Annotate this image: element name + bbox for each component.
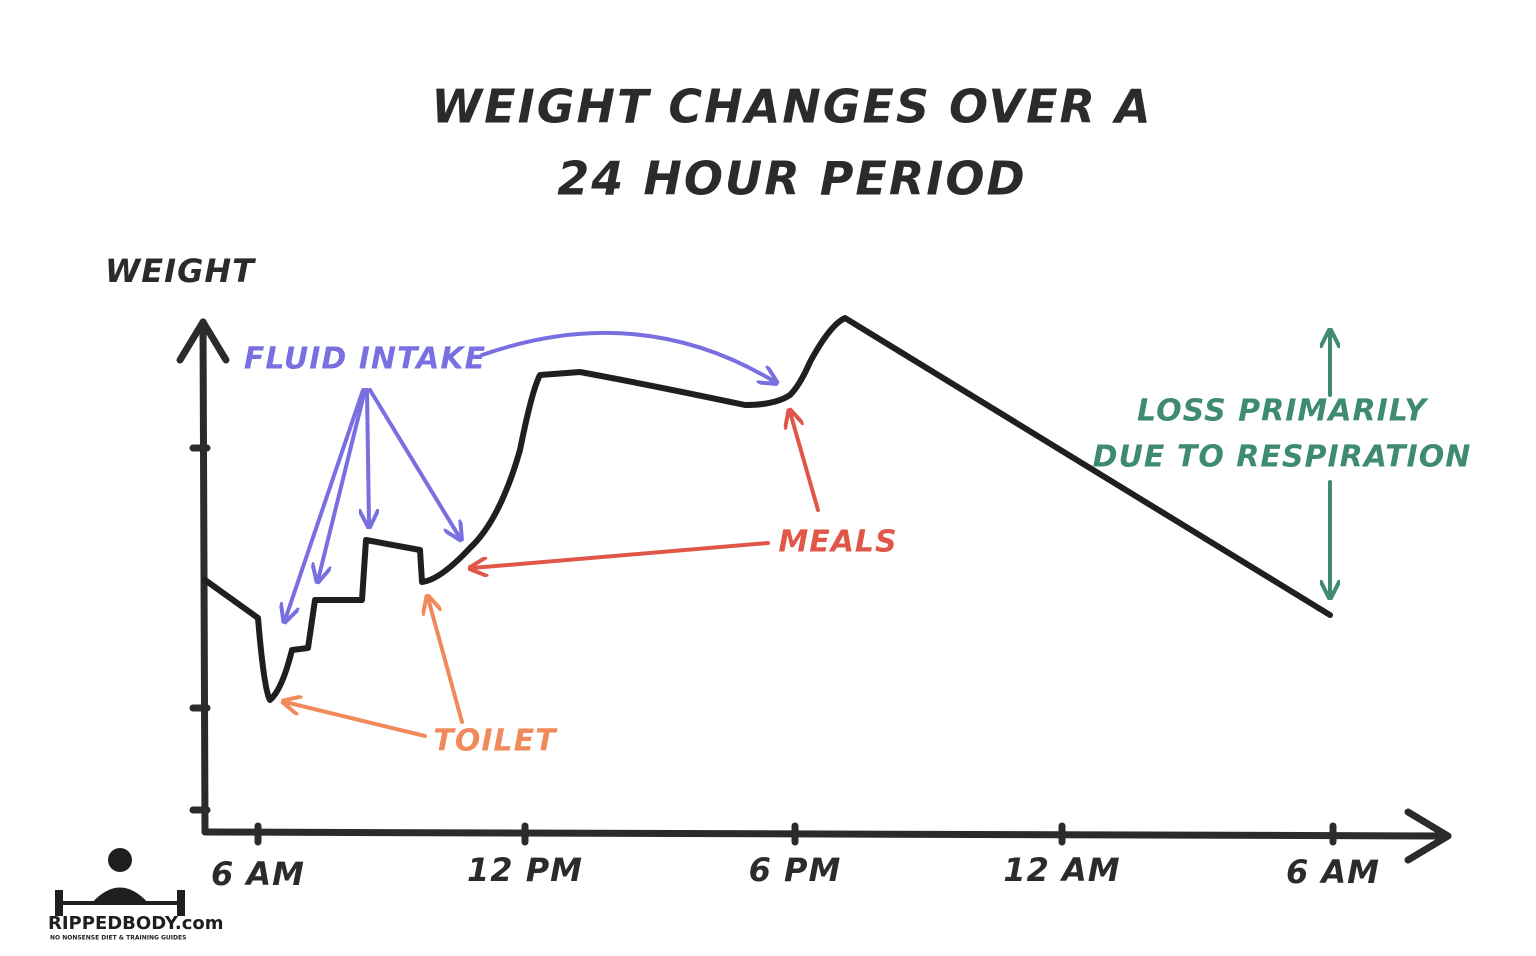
- axes: [176, 318, 1452, 864]
- fluid-arrows: [285, 330, 775, 620]
- x-tick-label: 6 PM: [749, 851, 842, 889]
- toilet-label: TOILET: [433, 724, 558, 759]
- fluid-intake-label: FLUID INTAKE: [244, 342, 486, 377]
- x-tick-label: 6 AM: [211, 855, 305, 893]
- logo: RIPPEDBODY.com NO NONSENSE DIET & TRAINI…: [48, 848, 224, 942]
- toilet-arrows: [285, 598, 464, 738]
- logo-name: RIPPEDBODY.com: [48, 913, 224, 934]
- y-axis-label: WEIGHT: [105, 252, 256, 290]
- title-line: WEIGHT CHANGES OVER A: [431, 80, 1152, 134]
- meal-arrows: [472, 412, 820, 568]
- respiration-label: DUE TO RESPIRATION: [1093, 440, 1472, 475]
- weight-curve: [202, 315, 1333, 703]
- x-tick-label: 12 PM: [467, 851, 583, 889]
- x-tick-label: 6 AM: [1286, 853, 1380, 891]
- x-tick-label: 12 AM: [1003, 851, 1120, 889]
- respiration-label: LOSS PRIMARILY: [1137, 394, 1429, 429]
- title-line: 24 HOUR PERIOD: [557, 152, 1026, 206]
- logo-tagline: NO NONSENSE DIET & TRAINING GUIDES: [50, 935, 186, 942]
- meals-label: MEALS: [778, 525, 897, 560]
